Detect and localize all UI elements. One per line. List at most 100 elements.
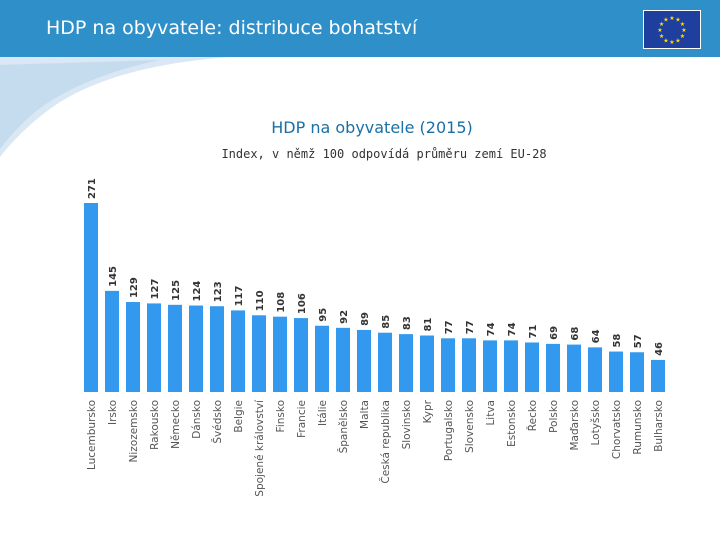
data-label: 127 [150, 279, 161, 300]
star-icon: ★ [659, 33, 664, 40]
data-label: 74 [486, 322, 497, 336]
category-label: Švédsko [211, 400, 224, 444]
data-label: 145 [108, 266, 119, 287]
bar [420, 335, 434, 392]
category-label: Maďarsko [569, 400, 581, 451]
bar [231, 310, 245, 392]
bar [630, 352, 644, 392]
data-label: 89 [360, 312, 371, 326]
category-label: Estonsko [506, 400, 518, 447]
data-label: 271 [87, 178, 98, 199]
data-label: 95 [318, 308, 329, 322]
bar [399, 334, 413, 392]
star-icon: ★ [675, 37, 680, 44]
bar [84, 203, 98, 392]
bar [609, 351, 623, 392]
data-label: 83 [402, 316, 413, 330]
data-label: 74 [507, 322, 518, 336]
data-label: 129 [129, 277, 140, 298]
category-label: Rumunsko [632, 400, 644, 455]
data-label: 124 [192, 281, 203, 302]
category-label: Kypr [422, 399, 434, 423]
data-label: 110 [255, 290, 266, 311]
star-icon: ★ [657, 27, 662, 34]
category-label: Německo [170, 400, 182, 449]
star-icon: ★ [681, 27, 686, 34]
bar [462, 338, 476, 392]
header-bar: HDP na obyvatele: distribuce bohatství ★… [0, 0, 720, 57]
data-label: 77 [465, 320, 476, 334]
category-label: Řecko [526, 400, 539, 431]
data-label: 69 [549, 326, 560, 340]
category-label: Bulharsko [653, 400, 665, 452]
data-label: 85 [381, 315, 392, 329]
star-icon: ★ [663, 37, 668, 44]
data-label: 81 [423, 318, 434, 332]
eu-flag-icon: ★ ★ ★ ★ ★ ★ ★ ★ ★ ★ ★ ★ [643, 10, 701, 49]
bar [588, 347, 602, 392]
bar [483, 340, 497, 392]
bar [525, 342, 539, 392]
data-label: 106 [297, 293, 308, 314]
star-icon: ★ [659, 21, 664, 28]
header-swoosh [0, 57, 230, 157]
data-label: 64 [591, 329, 602, 343]
bar [357, 329, 371, 392]
data-label: 57 [633, 334, 644, 348]
eu-stars: ★ ★★★★★★★★★★★ [657, 15, 686, 46]
bar [189, 305, 203, 392]
category-label: Lotyšsko [590, 400, 602, 446]
category-label: Malta [359, 400, 371, 429]
data-label: 71 [528, 325, 539, 339]
bar [147, 303, 161, 392]
bar [567, 344, 581, 392]
data-label: 117 [234, 285, 245, 306]
category-label: Irsko [107, 400, 119, 425]
data-label: 125 [171, 280, 182, 301]
category-label: Belgie [233, 400, 245, 433]
category-label: Finsko [275, 400, 287, 432]
data-label: 123 [213, 281, 224, 302]
data-label: 58 [612, 334, 623, 348]
bar [504, 340, 518, 392]
bar [126, 302, 140, 392]
category-label: Lucembursko [86, 400, 98, 470]
bar [273, 316, 287, 392]
category-label: Španělsko [337, 400, 350, 453]
bar [441, 338, 455, 392]
bar [651, 359, 665, 392]
category-label: Chorvatsko [611, 400, 623, 459]
chart-title: HDP na obyvatele (2015) [271, 118, 473, 137]
data-label: 92 [339, 310, 350, 324]
bar [378, 332, 392, 392]
category-label: Slovensko [464, 400, 476, 453]
star-icon: ★ [669, 15, 674, 22]
category-label: Česká republika [379, 400, 392, 484]
category-label: Itálie [317, 400, 329, 426]
bar [294, 318, 308, 392]
category-label: Dánsko [191, 400, 203, 439]
star-icon: ★ [680, 21, 685, 28]
bar [105, 290, 119, 392]
bar [315, 325, 329, 392]
category-label: Nizozemsko [128, 400, 140, 463]
star-icon: ★ [669, 39, 674, 46]
bar [336, 327, 350, 392]
category-label: Spojené království [254, 399, 266, 497]
bar [210, 306, 224, 392]
bar [168, 304, 182, 392]
category-label: Rakousko [149, 400, 161, 450]
category-label: Litva [485, 400, 497, 426]
data-label: 108 [276, 292, 287, 313]
page-title: HDP na obyvatele: distribuce bohatství [46, 17, 418, 39]
chart-subtitle: Index, v němž 100 odpovídá průměru zemí … [221, 147, 547, 161]
data-label: 77 [444, 320, 455, 334]
category-label: Polsko [548, 400, 560, 433]
data-label: 46 [654, 342, 665, 356]
star-icon: ★ [675, 17, 680, 24]
category-label: Portugalsko [443, 400, 455, 461]
category-label: Francie [296, 400, 308, 438]
category-label: Slovinsko [401, 400, 413, 449]
star-icon: ★ [663, 17, 668, 24]
